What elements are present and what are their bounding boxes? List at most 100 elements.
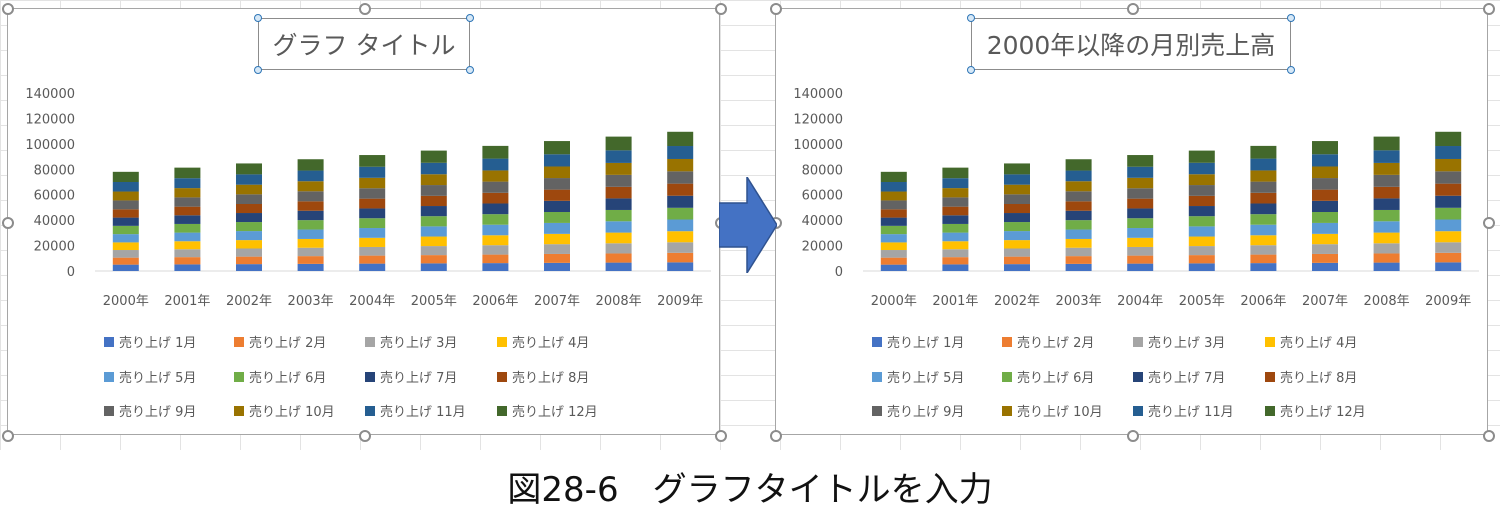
bar-segment[interactable] [420, 195, 447, 207]
bar-segment[interactable] [297, 210, 324, 221]
resize-handle[interactable] [2, 3, 14, 15]
bar-segment[interactable] [880, 171, 907, 182]
bar-segment[interactable] [236, 213, 262, 223]
bar-segment[interactable] [297, 181, 324, 192]
bar-segment[interactable] [605, 162, 632, 175]
bar-segment[interactable] [236, 194, 262, 204]
bar-segment[interactable] [544, 262, 570, 271]
bar-segment[interactable] [667, 242, 694, 253]
resize-handle[interactable] [1126, 3, 1139, 15]
bar-segment[interactable] [1004, 174, 1030, 185]
bar-segment[interactable] [236, 231, 262, 241]
bar-segment[interactable] [420, 236, 447, 247]
resize-handle[interactable] [1483, 3, 1495, 15]
bar-segment[interactable] [667, 171, 694, 184]
bar-segment[interactable] [112, 171, 139, 182]
resize-handle[interactable] [1126, 430, 1139, 442]
bar-segment[interactable] [942, 257, 969, 265]
resize-handle[interactable] [1483, 430, 1495, 442]
bar-segment[interactable] [297, 170, 324, 182]
bar-segment[interactable] [482, 192, 509, 204]
bar-segment[interactable] [1004, 163, 1030, 175]
bar-segment[interactable] [605, 221, 632, 233]
bar-segment[interactable] [1004, 231, 1030, 241]
bar-segment[interactable] [880, 250, 907, 258]
bar-segment[interactable] [1004, 240, 1030, 249]
bar-segment[interactable] [605, 198, 632, 210]
bar-segment[interactable] [667, 231, 694, 243]
bar-segment[interactable] [942, 249, 969, 258]
bar-segment[interactable] [112, 257, 139, 265]
bar-segment[interactable] [1312, 189, 1338, 201]
bar-segment[interactable] [420, 185, 447, 196]
bar-segment[interactable] [1435, 219, 1462, 232]
bar-segment[interactable] [1250, 224, 1277, 236]
bar-segment[interactable] [174, 206, 201, 216]
bar-segment[interactable] [420, 255, 447, 264]
bar-segment[interactable] [880, 225, 907, 235]
bar-segment[interactable] [1188, 206, 1215, 217]
bar-segment[interactable] [942, 264, 969, 271]
bar-segment[interactable] [1127, 177, 1154, 189]
bar-segment[interactable] [482, 235, 509, 246]
bar-segment[interactable] [174, 178, 201, 189]
bar-segment[interactable] [1188, 195, 1215, 207]
bar-segment[interactable] [174, 249, 201, 258]
bar-segment[interactable] [297, 229, 324, 239]
bar-segment[interactable] [236, 240, 262, 249]
bar-segment[interactable] [1435, 131, 1462, 147]
bar-segment[interactable] [1188, 162, 1215, 175]
bar-segment[interactable] [880, 191, 907, 201]
resize-handle[interactable] [1483, 216, 1495, 229]
bar-segment[interactable] [1250, 203, 1277, 215]
bar-segment[interactable] [1127, 228, 1154, 238]
bar-segment[interactable] [236, 256, 262, 265]
resize-handle[interactable] [715, 430, 727, 442]
title-resize-handle[interactable] [466, 14, 474, 22]
bar-segment[interactable] [942, 197, 969, 207]
bar-segment[interactable] [1373, 243, 1400, 254]
bar-segment[interactable] [1127, 246, 1154, 256]
bar-segment[interactable] [1250, 145, 1277, 159]
bar-segment[interactable] [1373, 174, 1400, 187]
bar-segment[interactable] [1435, 242, 1462, 253]
bar-segment[interactable] [1004, 248, 1030, 257]
bar-segment[interactable] [1250, 263, 1277, 271]
bar-segment[interactable] [1373, 232, 1400, 244]
bar-segment[interactable] [880, 209, 907, 218]
bar-segment[interactable] [1127, 237, 1154, 247]
bar-segment[interactable] [482, 254, 509, 264]
bar-segment[interactable] [605, 253, 632, 263]
bar-segment[interactable] [1004, 194, 1030, 204]
bar-segment[interactable] [359, 166, 386, 178]
title-resize-handle[interactable] [1287, 14, 1295, 22]
bar-segment[interactable] [1188, 150, 1215, 163]
bar-segment[interactable] [112, 217, 139, 226]
bar-segment[interactable] [297, 220, 324, 230]
bar-segment[interactable] [1312, 178, 1338, 190]
bar-segment[interactable] [236, 222, 262, 232]
bar-segment[interactable] [1373, 136, 1400, 151]
bar-segment[interactable] [1312, 166, 1338, 179]
bar-segment[interactable] [880, 182, 907, 192]
bar-segment[interactable] [1312, 200, 1338, 213]
bar-segment[interactable] [112, 264, 139, 271]
bar-segment[interactable] [174, 167, 201, 179]
bar-segment[interactable] [1312, 233, 1338, 245]
bar-segment[interactable] [112, 250, 139, 258]
bar-segment[interactable] [544, 233, 570, 245]
bar-segment[interactable] [1127, 166, 1154, 178]
bar-segment[interactable] [112, 242, 139, 251]
bar-segment[interactable] [667, 262, 694, 271]
bar-segment[interactable] [942, 223, 969, 233]
bar-segment[interactable] [236, 264, 262, 271]
bar-segment[interactable] [359, 246, 386, 256]
bar-segment[interactable] [1065, 238, 1092, 248]
bar-segment[interactable] [544, 244, 570, 254]
bar-segment[interactable] [1373, 162, 1400, 175]
bar-segment[interactable] [1127, 155, 1154, 167]
bar-segment[interactable] [174, 232, 201, 242]
bar-segment[interactable] [359, 208, 386, 219]
bar-segment[interactable] [297, 159, 324, 171]
resize-handle[interactable] [358, 430, 371, 442]
